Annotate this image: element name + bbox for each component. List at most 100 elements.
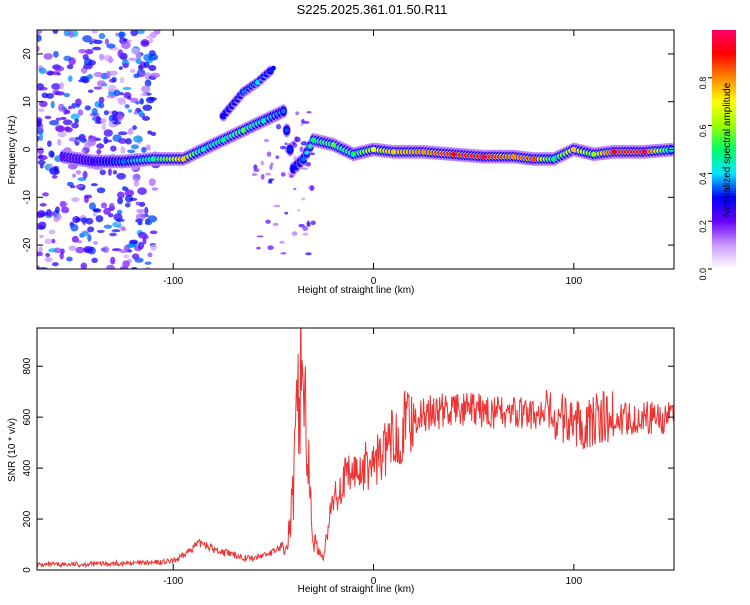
ridge-point — [220, 137, 226, 143]
noise-speckle — [93, 86, 103, 90]
snr-x-axis: -100 0 100 — [163, 328, 583, 587]
noise-speckle — [68, 105, 73, 110]
noise-speckle — [87, 89, 94, 93]
noise-speckle — [55, 117, 61, 122]
noise-speckle — [43, 53, 53, 60]
noise-speckle — [55, 213, 62, 220]
noise-speckle — [83, 63, 93, 70]
noise-speckle — [136, 30, 145, 35]
noise-speckle — [135, 201, 141, 206]
noise-speckle — [59, 116, 67, 120]
noise-speckle — [136, 208, 146, 214]
colorbar: 0.0 0.2 0.4 0.6 0.8 Normalized spectral ampl… — [698, 30, 736, 281]
noise-speckle — [98, 102, 105, 109]
noise-speckle — [50, 71, 60, 75]
colorbar-tick-label: 0.6 — [698, 125, 708, 138]
noise-speckle — [85, 48, 94, 55]
noise-speckle — [302, 120, 310, 124]
noise-speckle — [270, 162, 274, 167]
noise-speckle — [127, 149, 136, 154]
ridge-point — [90, 158, 96, 164]
noise-speckle — [279, 145, 287, 150]
noise-speckle — [98, 96, 105, 104]
spectrogram-noise — [37, 30, 316, 269]
noise-speckle — [103, 136, 108, 145]
noise-speckle — [91, 107, 98, 116]
noise-speckle — [111, 248, 122, 252]
noise-speckle — [149, 230, 158, 235]
noise-speckle — [106, 70, 111, 79]
noise-speckle — [291, 231, 298, 236]
noise-speckle — [48, 229, 56, 235]
noise-speckle — [84, 105, 91, 111]
noise-speckle — [39, 163, 44, 169]
noise-speckle — [144, 234, 149, 240]
noise-speckle — [44, 238, 52, 245]
noise-speckle — [265, 172, 271, 176]
noise-speckle — [112, 121, 122, 125]
noise-speckle — [100, 202, 108, 209]
noise-speckle — [298, 223, 305, 228]
noise-speckle — [45, 92, 55, 99]
noise-speckle — [301, 197, 306, 201]
spectrogram-x-axis: -100 0 100 — [163, 30, 583, 287]
noise-speckle — [57, 138, 62, 146]
ridge-point — [551, 156, 557, 162]
noise-speckle — [122, 186, 127, 190]
noise-speckle — [118, 31, 124, 40]
ridge-point — [591, 151, 597, 157]
noise-speckle — [72, 173, 77, 178]
noise-speckle — [91, 30, 99, 34]
ridge-point — [60, 154, 66, 160]
noise-speckle — [82, 170, 88, 179]
noise-speckle — [112, 170, 118, 175]
noise-speckle — [37, 154, 48, 161]
noise-speckle — [145, 144, 151, 151]
noise-speckle — [74, 118, 79, 124]
noise-speckle — [284, 211, 289, 215]
y-tick-label: 400 — [22, 459, 33, 476]
noise-speckle — [96, 187, 106, 194]
noise-speckle — [117, 197, 124, 205]
noise-speckle — [111, 229, 121, 233]
noise-speckle — [81, 149, 86, 153]
noise-speckle — [137, 187, 147, 195]
noise-speckle — [79, 217, 89, 223]
noise-speckle — [88, 40, 94, 45]
noise-speckle — [37, 223, 42, 228]
noise-speckle — [139, 98, 144, 105]
noise-speckle — [37, 135, 40, 142]
ridge-point — [254, 80, 260, 86]
colorbar-tick-label: 0.8 — [698, 77, 708, 90]
noise-speckle — [124, 202, 131, 208]
noise-speckle — [150, 244, 157, 251]
noise-speckle — [125, 138, 132, 145]
noise-speckle — [93, 240, 98, 245]
noise-speckle — [49, 119, 59, 126]
noise-speckle — [37, 117, 43, 124]
x-tick-label: 0 — [371, 576, 377, 587]
noise-speckle — [80, 262, 88, 269]
noise-speckle — [97, 142, 103, 148]
noise-speckle — [151, 187, 159, 191]
y-tick-label: 10 — [22, 96, 33, 108]
noise-speckle — [57, 130, 67, 138]
noise-speckle — [49, 167, 60, 176]
ridge-point — [260, 118, 266, 124]
noise-speckle — [95, 215, 104, 223]
noise-speckle — [93, 208, 99, 212]
spectrogram-y-label: Frequency (Hz) — [7, 116, 18, 185]
noise-speckle — [133, 110, 139, 115]
ridge-point — [531, 156, 537, 162]
ridge-point — [290, 166, 296, 172]
ridge-point — [300, 156, 306, 162]
noise-speckle — [38, 221, 47, 229]
noise-speckle — [124, 194, 134, 203]
noise-speckle — [115, 218, 125, 223]
snr-frame — [36, 327, 675, 571]
noise-speckle — [103, 207, 111, 215]
noise-speckle — [71, 102, 76, 109]
noise-speckle — [251, 173, 258, 177]
noise-speckle — [299, 122, 304, 126]
